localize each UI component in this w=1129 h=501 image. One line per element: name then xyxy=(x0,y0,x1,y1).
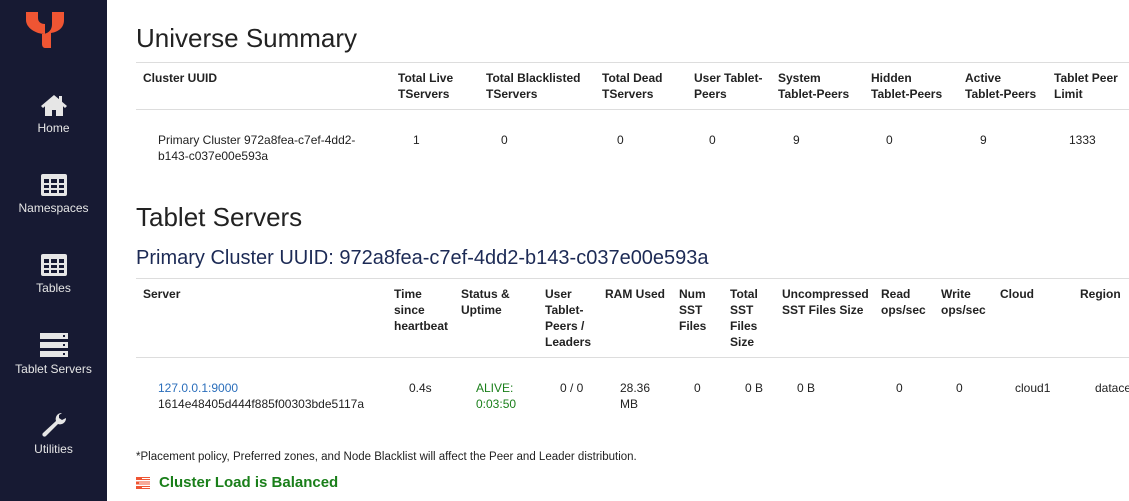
cell: 0 B xyxy=(745,381,764,395)
sidebar-item-tables[interactable]: Tables xyxy=(0,253,107,295)
column-header: Region xyxy=(1073,278,1129,358)
cell: 0 xyxy=(709,133,716,147)
cluster-uuid-title: Primary Cluster UUID: 972a8fea-c7ef-4dd2… xyxy=(136,247,709,269)
sidebar-item-label: Tables xyxy=(36,281,71,295)
cell: 1 xyxy=(413,133,420,147)
sidebar-item-label: Namespaces xyxy=(18,201,89,215)
column-header: Cloud xyxy=(993,278,1073,358)
server-cell: 127.0.0.1:9000 1614e48405d444f885f00303bd… xyxy=(136,358,387,413)
cluster-balance-status: Cluster Load is Balanced xyxy=(136,474,338,491)
column-header: Tablet Peer Limit xyxy=(1047,62,1129,110)
home-icon xyxy=(40,95,67,116)
column-header: Status & Uptime xyxy=(454,278,538,358)
sidebar: Home Namespaces Tables Tablet Servers Ut… xyxy=(0,0,107,501)
column-header: Total Dead TServers xyxy=(595,62,687,110)
table-row: 127.0.0.1:9000 1614e48405d444f885f00303bd… xyxy=(136,358,1129,413)
wrench-icon xyxy=(41,412,66,437)
cell: 0 xyxy=(956,381,963,395)
column-header: Write ops/sec xyxy=(934,278,993,358)
table-header-row: Cluster UUID Total Live TServers Total B… xyxy=(136,62,1129,110)
sidebar-item-home[interactable]: Home xyxy=(0,93,107,135)
column-header: Num SST Files xyxy=(672,278,723,358)
column-header: RAM Used xyxy=(598,278,672,358)
yugabyte-logo[interactable] xyxy=(24,12,66,48)
cell: 0.4s xyxy=(409,381,432,395)
cell: Primary Cluster 972a8fea-c7ef-4dd2-b143-… xyxy=(158,133,356,163)
cell: 0 B xyxy=(797,381,816,395)
table-row: Primary Cluster 972a8fea-c7ef-4dd2-b143-… xyxy=(136,110,1129,165)
sidebar-item-namespaces[interactable]: Namespaces xyxy=(0,173,107,215)
placement-note: *Placement policy, Preferred zones, and … xyxy=(136,451,637,463)
universe-summary-table: Cluster UUID Total Live TServers Total B… xyxy=(136,62,1129,164)
sidebar-item-tablet-servers[interactable]: Tablet Servers xyxy=(0,332,107,376)
cell: 0 / 0 xyxy=(560,381,584,395)
column-header: Server xyxy=(136,278,387,358)
server-icon xyxy=(39,333,68,357)
cell: 0 xyxy=(617,133,624,147)
sidebar-item-label: Tablet Servers xyxy=(15,362,92,376)
status-cell: ALIVE: 0:03:50 xyxy=(476,381,517,411)
cell: datacenter1 xyxy=(1095,381,1129,395)
cell: 9 xyxy=(793,133,800,147)
column-header: User Tablet-Peers xyxy=(687,62,771,110)
grid-icon xyxy=(40,254,67,276)
tablet-servers-table: Server Time since heartbeat Status & Upt… xyxy=(136,278,1129,412)
cell: 9 xyxy=(980,133,987,147)
column-header: Total Live TServers xyxy=(391,62,479,110)
section-title: Tablet Servers xyxy=(136,202,303,232)
cell: 0 xyxy=(886,133,893,147)
cell: 0 xyxy=(896,381,903,395)
server-id: 1614e48405d444f885f00303bde5117a xyxy=(158,397,364,411)
server-link[interactable]: 127.0.0.1:9000 xyxy=(158,381,239,395)
cell: 0 xyxy=(501,133,508,147)
column-header: Time since heartbeat xyxy=(387,278,454,358)
sidebar-item-utilities[interactable]: Utilities xyxy=(0,412,107,456)
column-header: Total Blacklisted TServers xyxy=(479,62,595,110)
sidebar-item-label: Utilities xyxy=(34,442,73,456)
column-header: User Tablet-Peers / Leaders xyxy=(538,278,598,358)
balance-text: Cluster Load is Balanced xyxy=(159,474,339,491)
column-header: System Tablet-Peers xyxy=(771,62,864,110)
column-header: Uncompressed SST Files Size xyxy=(775,278,874,358)
cell: 1333 xyxy=(1069,133,1096,147)
balance-icon xyxy=(136,476,150,489)
page-title: Universe Summary xyxy=(136,23,358,53)
cell: 28.36 MB xyxy=(620,381,651,411)
cell: 0 xyxy=(694,381,701,395)
sidebar-item-label: Home xyxy=(37,121,70,135)
column-header: Cluster UUID xyxy=(136,62,391,110)
grid-icon xyxy=(40,174,67,196)
cell: cloud1 xyxy=(1015,381,1051,395)
table-header-row: Server Time since heartbeat Status & Upt… xyxy=(136,278,1129,358)
column-header: Hidden Tablet-Peers xyxy=(864,62,958,110)
column-header: Read ops/sec xyxy=(874,278,934,358)
column-header: Active Tablet-Peers xyxy=(958,62,1047,110)
column-header: Total SST Files Size xyxy=(723,278,775,358)
